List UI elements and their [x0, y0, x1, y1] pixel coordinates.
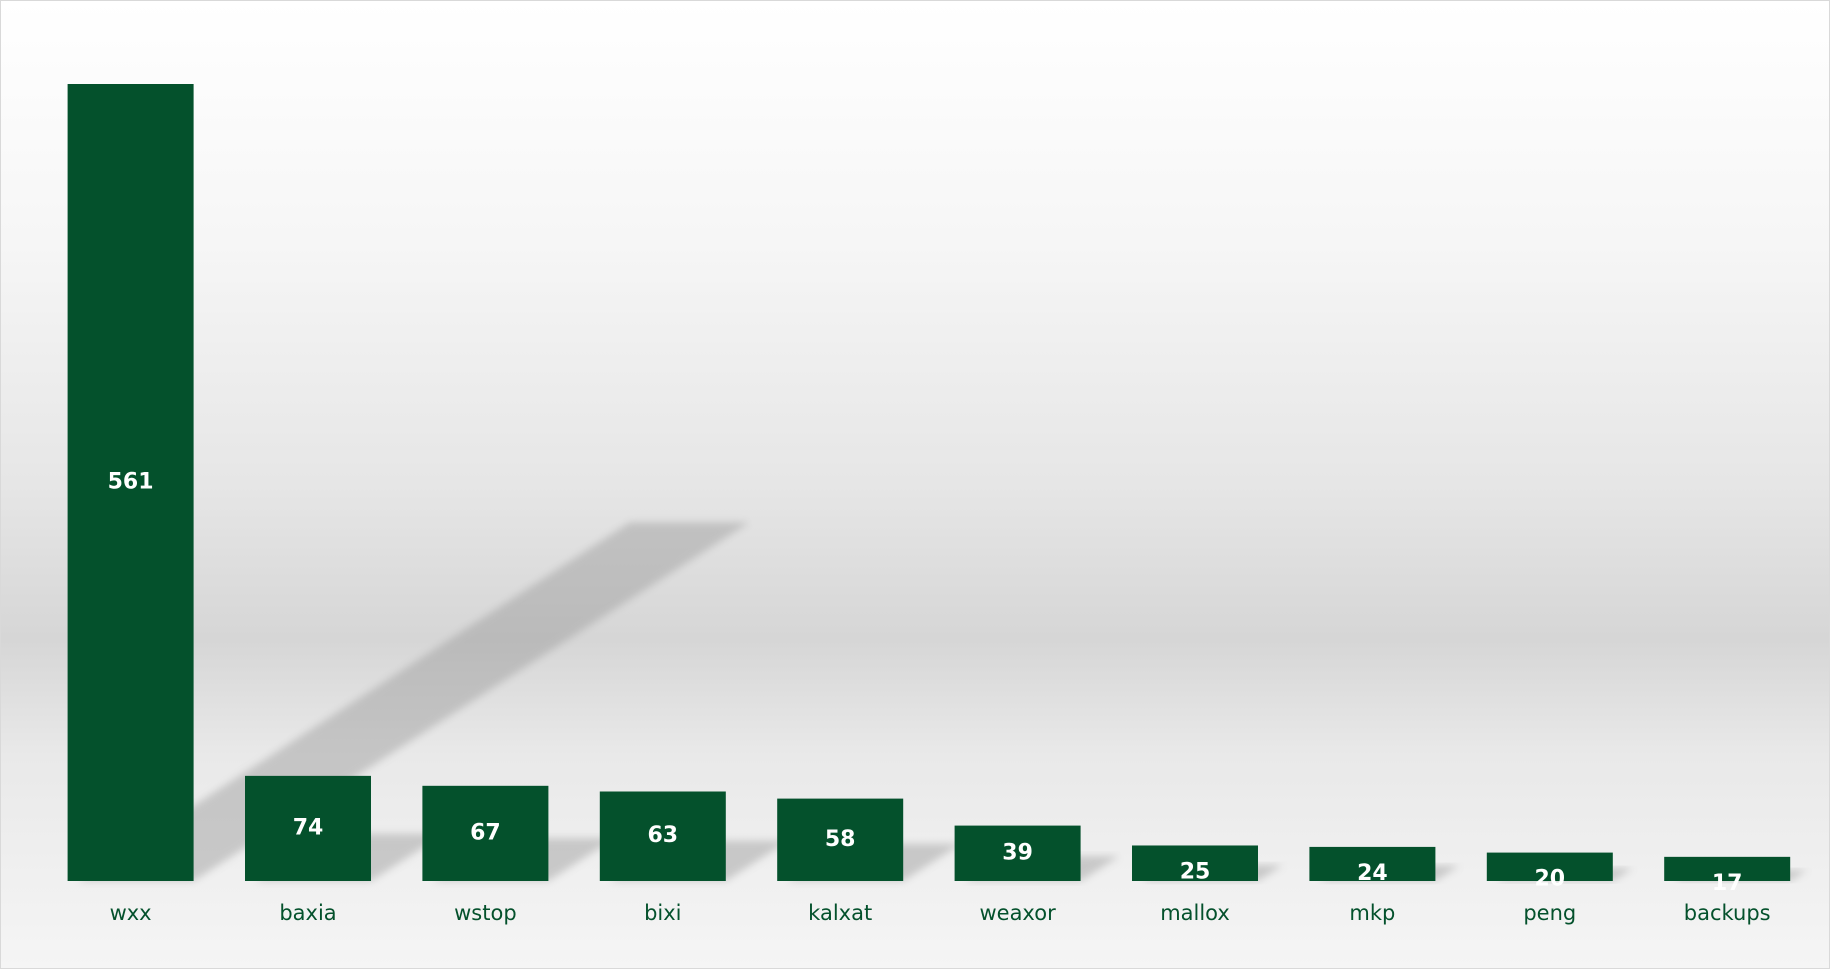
x-tick-label-kalxat: kalxat	[808, 901, 872, 925]
x-tick-label-peng: peng	[1523, 901, 1576, 925]
x-tick-label-backups: backups	[1684, 901, 1771, 925]
bar-backups	[1664, 856, 1791, 881]
bar-bixi	[599, 791, 726, 881]
bar-wxx	[67, 84, 194, 881]
x-tick-label-baxia: baxia	[279, 901, 336, 925]
bar-mkp	[1309, 846, 1436, 881]
data-label-weaxor: 39	[1002, 840, 1033, 865]
data-label-wxx: 561	[108, 470, 154, 495]
bar-mallox	[1132, 845, 1258, 881]
data-label-bixi: 63	[647, 823, 678, 848]
x-tick-label-mallox: mallox	[1160, 901, 1230, 925]
bar-wstop	[422, 785, 549, 881]
x-tick-label-wxx: wxx	[110, 901, 152, 925]
data-label-mallox: 25	[1180, 859, 1211, 884]
bar-peng	[1486, 852, 1613, 881]
data-label-peng: 20	[1534, 867, 1565, 892]
data-label-backups: 17	[1712, 871, 1743, 896]
bar-kalxat	[777, 798, 904, 881]
data-label-kalxat: 58	[825, 827, 856, 852]
x-tick-label-wstop: wstop	[454, 901, 517, 925]
data-label-mkp: 24	[1357, 861, 1388, 886]
data-label-baxia: 74	[293, 815, 324, 840]
x-tick-label-weaxor: weaxor	[979, 901, 1056, 925]
bar-weaxor	[954, 825, 1081, 881]
x-tick-label-mkp: mkp	[1349, 901, 1395, 925]
x-tick-label-bixi: bixi	[644, 901, 681, 925]
data-label-wstop: 67	[470, 820, 501, 845]
bar-baxia	[245, 775, 371, 881]
